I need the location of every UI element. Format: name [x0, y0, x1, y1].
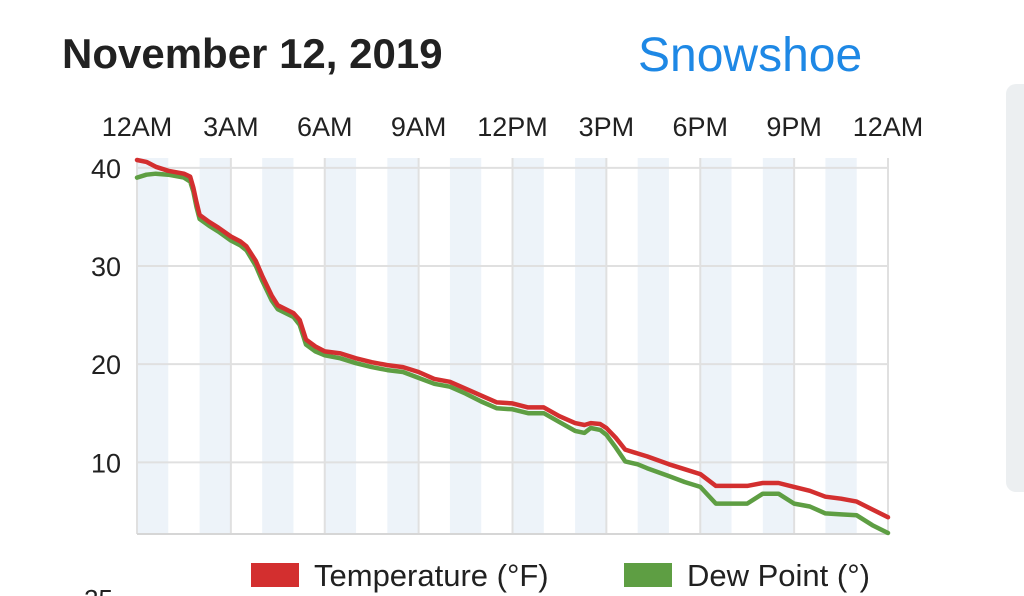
series-line-temperature-f [134, 157, 891, 520]
shade-band [387, 158, 419, 534]
x-axis-tick-labels: 12AM 3AM 6AM 9AM 12PM 3PM 6PM 9PM 12AM [102, 112, 924, 142]
shade-band [262, 158, 294, 534]
shade-band [762, 158, 795, 534]
x-tick-label: 12PM [477, 112, 548, 142]
shade-band [137, 158, 169, 534]
legend-swatch-temperature [251, 563, 299, 587]
shade-band [825, 158, 857, 534]
shade-band [512, 158, 544, 534]
legend-label-dew-point: Dew Point (°) [687, 558, 870, 593]
x-tick-label: 12AM [102, 112, 173, 142]
shade-band [324, 158, 357, 534]
location-link[interactable]: Snowshoe [638, 29, 863, 82]
x-tick-label: 9AM [391, 112, 447, 142]
shade-band [700, 158, 732, 534]
x-tick-label: 6AM [297, 112, 353, 142]
x-tick-label: 12AM [853, 112, 924, 142]
x-tick-label: 3AM [203, 112, 259, 142]
night-shade-bands [137, 158, 857, 534]
x-tick-label: 3PM [579, 112, 635, 142]
chart-legend: Temperature (°F) Dew Point (°) [251, 558, 870, 593]
y-axis-tick-labels: 10 20 30 40 [91, 154, 121, 479]
y-tick-label: 30 [91, 252, 121, 282]
side-panel-edge[interactable] [1006, 84, 1024, 492]
shade-band [199, 158, 231, 534]
shade-band [575, 158, 607, 534]
chart-grid [136, 158, 889, 535]
y-tick-label: 40 [91, 154, 121, 184]
shade-band [449, 158, 482, 534]
y-tick-label: 10 [91, 448, 121, 478]
legend-swatch-dew-point [624, 563, 672, 587]
series-line-dew-point [134, 171, 891, 536]
x-tick-label: 6PM [672, 112, 728, 142]
chart-series [134, 157, 891, 536]
y-tick-label: 20 [91, 350, 121, 380]
date-title: November 12, 2019 [62, 30, 443, 77]
x-tick-label: 9PM [766, 112, 822, 142]
shade-band [637, 158, 669, 534]
legend-label-temperature: Temperature (°F) [314, 558, 549, 593]
next-chart-label-fragment: 25 [84, 586, 124, 596]
